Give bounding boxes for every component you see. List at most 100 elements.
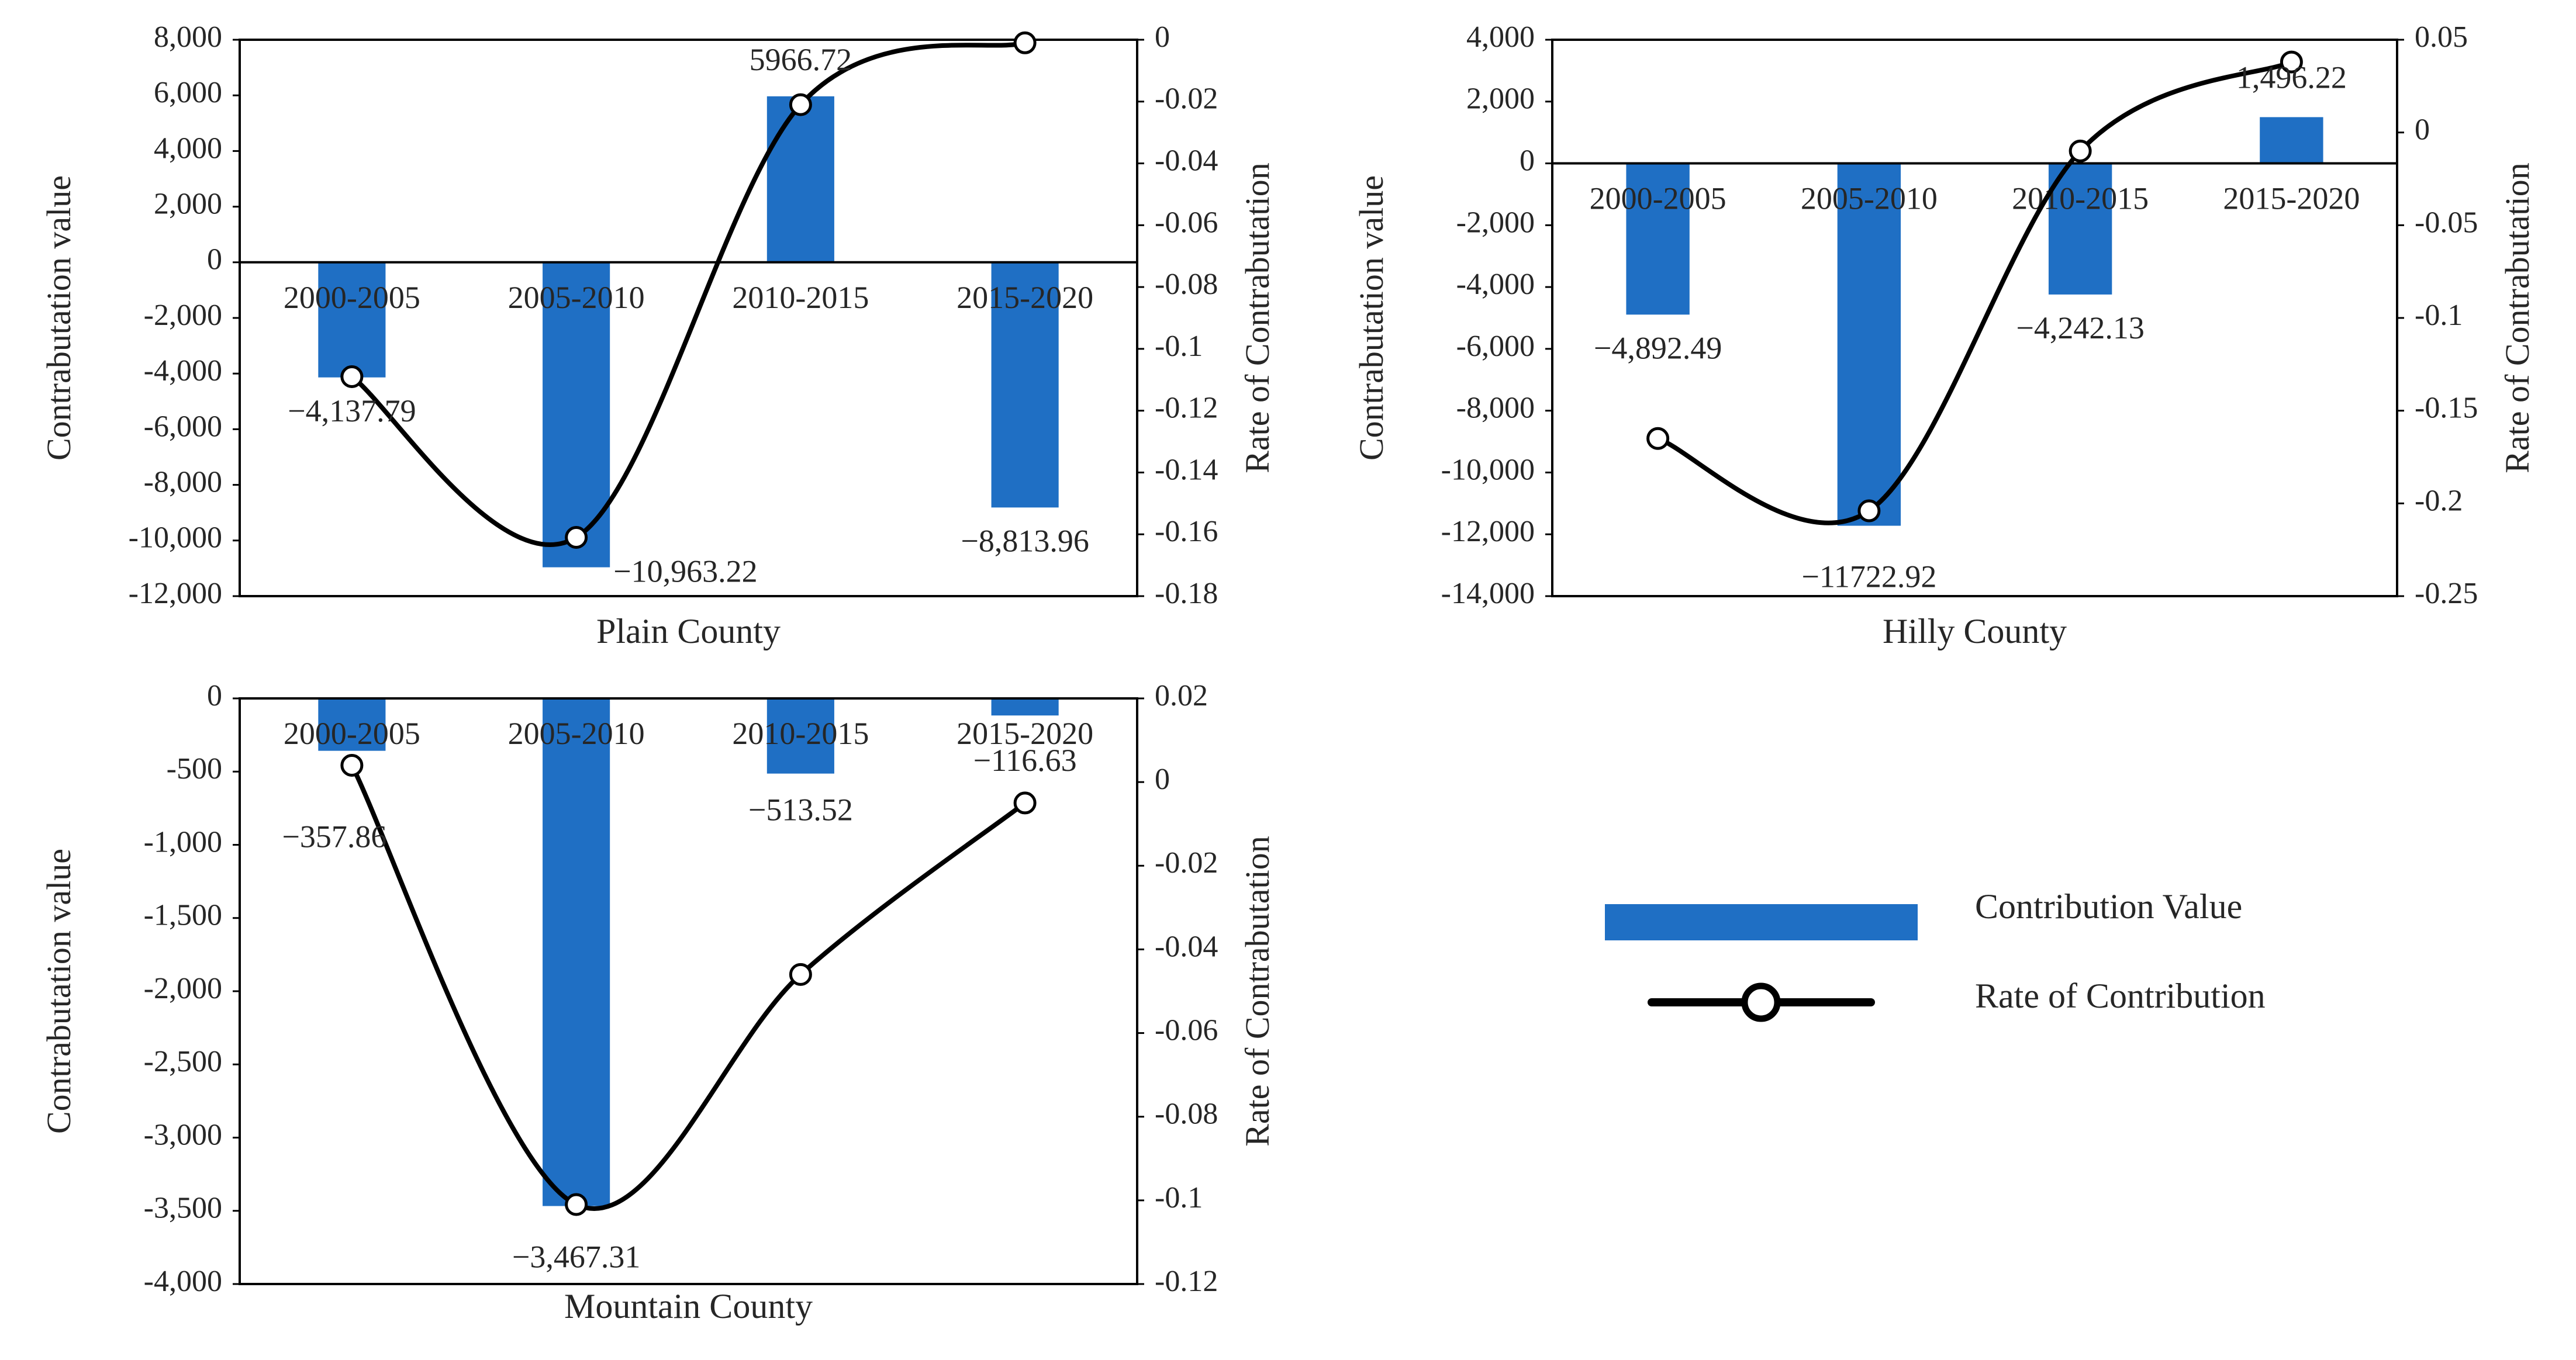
bar-data-label: −513.52: [748, 793, 853, 828]
x-tick-label: 2010-2015: [732, 280, 869, 315]
bar-data-label: −4,892.49: [1594, 330, 1722, 365]
rate-marker: [789, 963, 812, 986]
y-tick-label: -1,500: [144, 899, 222, 932]
y2-tick-label: 0: [1155, 763, 1170, 796]
y2-tick-label: -0.1: [2415, 299, 2463, 332]
rate-marker: [1646, 427, 1670, 450]
y-tick-label: -500: [167, 752, 222, 785]
bar: [318, 262, 386, 378]
y-tick-label: -10,000: [129, 521, 222, 555]
rate-marker: [1013, 31, 1037, 54]
y-tick-label: -2,000: [144, 972, 222, 1005]
y2-tick-label: -0.06: [1155, 206, 1218, 239]
y2-tick-label: -0.02: [1155, 82, 1218, 116]
bar-data-label: −116.63: [973, 743, 1077, 778]
rate-marker: [2069, 139, 2092, 162]
panel-title: Plain County: [596, 612, 781, 650]
bar-data-label: −357.86: [282, 819, 386, 854]
bar: [991, 262, 1059, 508]
y-tick-label: -8,000: [1456, 392, 1535, 425]
y-tick-label: -12,000: [1441, 515, 1535, 548]
rate-marker: [2280, 50, 2303, 74]
y2-tick-label: -0.1: [1155, 330, 1203, 363]
bar: [2260, 117, 2323, 164]
y2-tick-label: -0.16: [1155, 515, 1218, 548]
bar: [318, 698, 386, 751]
panel-title: Mountain County: [564, 1287, 813, 1326]
y-tick-label: 0: [207, 243, 222, 276]
y-tick-label: -6,000: [144, 410, 222, 443]
rate-marker: [789, 93, 812, 116]
y2-tick-label: 0.02: [1155, 679, 1208, 712]
y-tick-label: -1,000: [144, 825, 222, 859]
bar-data-label: −4,137.79: [288, 393, 416, 428]
y-axis-label: Contrabutation value: [40, 175, 78, 461]
rate-line: [350, 40, 1026, 547]
y2-tick-label: -0.1: [1155, 1181, 1203, 1214]
y2-tick-label: 0: [2415, 113, 2430, 147]
bar-data-label: −11722.92: [1801, 559, 1936, 594]
y2-tick-label: -0.08: [1155, 268, 1218, 301]
x-tick-label: 2015-2020: [2223, 181, 2360, 216]
bar: [2048, 163, 2112, 295]
y2-tick-label: -0.05: [2415, 206, 2478, 239]
y-tick-label: 4,000: [154, 131, 222, 165]
y2-tick-label: -0.18: [1155, 577, 1218, 610]
x-tick-label: 2010-2015: [732, 716, 869, 751]
y-tick-label: -4,000: [144, 1265, 222, 1298]
rate-marker: [565, 1193, 588, 1216]
chart-panel: 8,000 6,000 4,000 2,000 0 -2,000 -4,000 -6,000 -…: [40, 20, 1276, 650]
y2-tick-label: -0.14: [1155, 453, 1218, 486]
rate-marker: [1857, 499, 1881, 522]
y2-tick-label: -0.12: [1155, 1265, 1218, 1298]
bar: [1626, 163, 1690, 315]
y2-tick-label: -0.2: [2415, 484, 2463, 517]
y-tick-label: -3,500: [144, 1192, 222, 1225]
x-tick-label: 2005-2010: [1801, 181, 1938, 216]
rate-line: [1657, 60, 2292, 525]
y-tick-label: -8,000: [144, 466, 222, 499]
y-tick-label: 8,000: [154, 20, 222, 54]
y2-tick-label: -0.04: [1155, 144, 1218, 177]
y-tick-label: -4,000: [1456, 268, 1535, 301]
y2-tick-label: -0.25: [2415, 577, 2478, 610]
y-tick-label: -10,000: [1441, 453, 1535, 486]
y-tick-label: -12,000: [129, 577, 222, 610]
y-axis-label: Contrabutation value: [40, 849, 78, 1134]
y2-tick-label: -0.02: [1155, 846, 1218, 880]
bar-data-label: 1,496.22: [2236, 60, 2347, 95]
rate-marker: [1013, 791, 1037, 815]
y2-tick-label: -0.04: [1155, 930, 1218, 963]
y2-tick-label: 0.05: [2415, 20, 2468, 54]
bar-data-label: −3,467.31: [512, 1240, 640, 1275]
x-tick-label: 2000-2005: [284, 716, 420, 751]
bar-data-label: −8,813.96: [961, 523, 1089, 558]
rate-marker: [340, 754, 364, 777]
bar: [991, 698, 1059, 716]
y-tick-label: -14,000: [1441, 577, 1535, 610]
bar-data-label: 5966.72: [750, 42, 852, 77]
y-tick-label: 2,000: [154, 188, 222, 221]
bar-data-label: −4,242.13: [2016, 310, 2144, 345]
x-tick-label: 2000-2005: [1590, 181, 1726, 216]
y-tick-label: 0: [207, 679, 222, 712]
panel-title: Hilly County: [1883, 612, 2067, 650]
chart-panel: 0 -500 -1,000 -1,500 -2,000 -2,500 -3,000 -3,50…: [40, 679, 1276, 1326]
bar: [1837, 163, 1901, 526]
bar: [766, 96, 834, 262]
y-tick-label: 0: [1520, 144, 1535, 177]
y-tick-label: 2,000: [1466, 82, 1535, 116]
legend-bar-swatch: [1605, 904, 1918, 940]
y-tick-label: -2,000: [144, 299, 222, 332]
bar-data-label: −10,963.22: [613, 554, 757, 589]
y-axis-label: Contrabutation value: [1352, 175, 1390, 461]
x-tick-label: 2000-2005: [284, 280, 420, 315]
x-tick-label: 2015-2020: [956, 716, 1093, 751]
y-tick-label: -4,000: [144, 354, 222, 387]
y-tick-label: -3,000: [144, 1118, 222, 1151]
chart-panel: 4,000 2,000 0 -2,000 -4,000 -6,000 -8,000 -10,0…: [1352, 20, 2536, 650]
rate-marker: [565, 526, 588, 549]
bar: [543, 698, 610, 1206]
x-tick-label: 2005-2010: [508, 280, 645, 315]
